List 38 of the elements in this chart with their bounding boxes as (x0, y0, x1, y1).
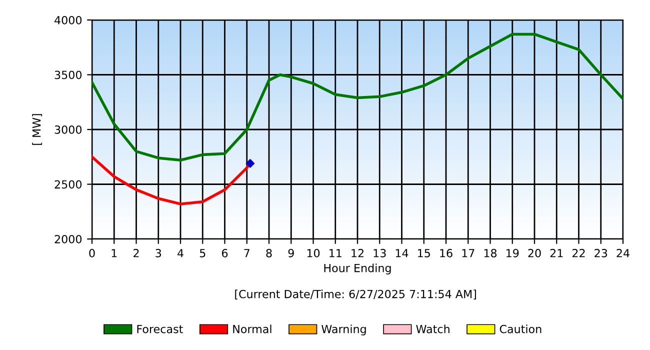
y-tick-label: 2500 (54, 180, 82, 189)
x-tick-label: 15 (418, 249, 430, 258)
x-tick-label: 23 (594, 248, 608, 258)
legend-label: Forecast (137, 324, 183, 334)
x-tick-label: 22 (572, 248, 585, 258)
x-tick-label: 7 (244, 249, 250, 258)
x-tick-label: 18 (484, 248, 497, 258)
x-tick-label: 5 (200, 249, 206, 258)
y-tick-label: 3500 (54, 70, 82, 80)
y-tick-label: 4000 (54, 16, 82, 24)
y-axis-title: [ MW] (32, 114, 42, 145)
x-tick-label: 20 (528, 248, 541, 258)
x-tick-label: 19 (506, 248, 519, 258)
x-tick-label: 3 (156, 248, 162, 258)
x-tick-label: 10 (307, 248, 320, 258)
x-tick-label: 13 (374, 248, 386, 258)
x-tick-label: 24 (616, 248, 630, 258)
x-tick-label: 12 (352, 248, 364, 258)
legend-label: Warning (322, 324, 366, 336)
x-tick-label: 6 (222, 248, 228, 258)
text: [Current Date/Time: 6/27/2025 7:11:54 AM] (235, 290, 476, 300)
x-tick-label: 4 (178, 249, 184, 258)
legend-label: Caution (500, 324, 542, 334)
x-tick-label: 21 (550, 248, 563, 258)
y-tick-label: 2000 (54, 234, 82, 244)
x-tick-label: 14 (396, 249, 408, 258)
y-tick-label: 3000 (54, 125, 82, 134)
x-tick-label: 17 (462, 249, 474, 258)
legend-label: Watch (416, 324, 450, 334)
x-tick-label: 16 (440, 248, 452, 258)
x-tick-label: 9 (288, 248, 294, 258)
x-tick-label: 8 (266, 248, 272, 258)
x-axis-title: Hour Ending (324, 264, 391, 274)
x-tick-label: 0 (89, 248, 95, 258)
x-tick-label: 2 (134, 248, 139, 258)
x-tick-label: 1 (112, 249, 117, 258)
x-tick-label: 11 (330, 249, 342, 258)
legend-label: Normal (233, 324, 272, 334)
